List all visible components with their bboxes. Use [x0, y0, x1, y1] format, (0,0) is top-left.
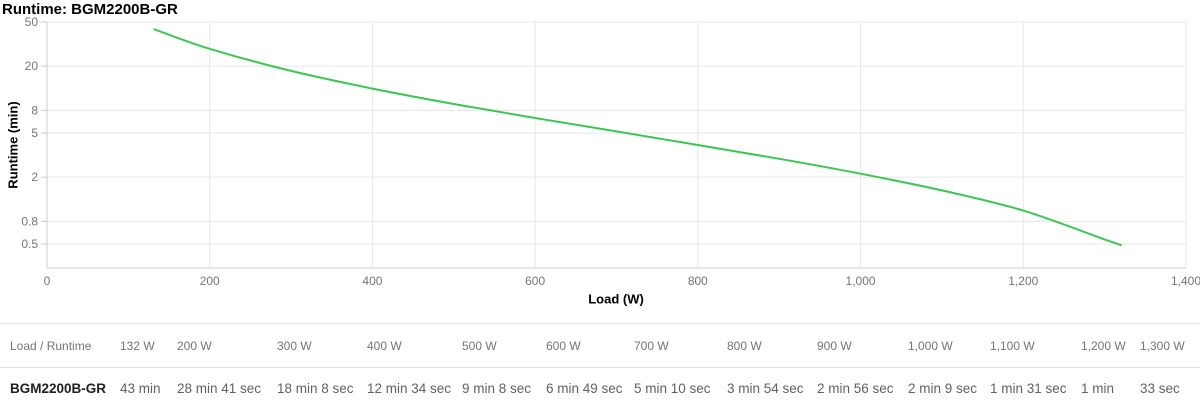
load-column-header: 700 W: [624, 323, 717, 368]
runtime-value-cell: 1 min 31 sec: [980, 367, 1071, 408]
corner-header: Load / Runtime: [0, 323, 110, 368]
x-tick-label: 400: [362, 274, 382, 288]
runtime-value-cell: 33 sec: [1130, 367, 1200, 408]
load-column-header: 200 W: [167, 323, 267, 368]
y-tick-label: 0.5: [21, 237, 38, 251]
runtime-line-chart-canvas: 50 20 8 5 2 0.8 0.5 0 200 400 600 800 1,000 1,200 1,40…: [21, 15, 1200, 288]
load-column-header: 600 W: [536, 323, 624, 368]
y-tick-label: 5: [31, 126, 38, 140]
y-tick-label: 2: [31, 170, 38, 184]
table-row: BGM2200B-GR 43 min 28 min 41 sec 18 min 8 s…: [0, 367, 1200, 408]
y-tick-label: 50: [25, 15, 39, 29]
runtime-value-cell: 1 min: [1071, 367, 1130, 408]
load-column-header: 900 W: [807, 323, 898, 368]
x-axis-title: Load (W): [588, 291, 644, 307]
x-tick-label: 600: [525, 274, 545, 288]
load-column-header: 1,100 W: [980, 323, 1071, 368]
load-column-header: 1,200 W: [1071, 323, 1130, 368]
runtime-value-cell: 9 min 8 sec: [452, 367, 536, 408]
runtime-value-cell: 3 min 54 sec: [717, 367, 807, 408]
chart-title: Runtime: BGM2200B-GR: [2, 1, 178, 18]
x-tick-label: 1,400: [1171, 274, 1200, 288]
load-column-header: 300 W: [267, 323, 357, 368]
load-column-header: 132 W: [110, 323, 167, 368]
y-tick-label: 20: [25, 59, 39, 73]
x-tick-label: 800: [688, 274, 708, 288]
runtime-value-cell: 18 min 8 sec: [267, 367, 357, 408]
runtime-value-cell: 6 min 49 sec: [536, 367, 624, 408]
runtime-chart: Runtime: BGM2200B-GR 50 20 8 5 2 0.8 0.5 0 200 40…: [2, 1, 1200, 307]
load-column-header: 800 W: [717, 323, 807, 368]
runtime-value-cell: 5 min 10 sec: [624, 367, 717, 408]
table-body: BGM2200B-GR 43 min 28 min 41 sec 18 min 8 s…: [0, 367, 1200, 408]
y-axis-title: Runtime (min): [5, 101, 21, 189]
x-tick-label: 1,200: [1008, 274, 1038, 288]
runtime-value-cell: 43 min: [110, 367, 167, 408]
x-tick-label: 1,000: [846, 274, 876, 288]
y-tick-label: 8: [31, 103, 38, 117]
x-tick-label: 0: [44, 274, 51, 288]
x-tick-label: 200: [200, 274, 220, 288]
load-column-header: 500 W: [452, 323, 536, 368]
runtime-curve: [153, 28, 1122, 246]
runtime-value-cell: 12 min 34 sec: [357, 367, 452, 408]
model-name-cell: BGM2200B-GR: [0, 367, 110, 408]
load-column-header: 1,300 W: [1130, 323, 1200, 368]
load-column-header: 1,000 W: [898, 323, 980, 368]
runtime-value-cell: 2 min 56 sec: [807, 367, 898, 408]
runtime-value-cell: 28 min 41 sec: [167, 367, 267, 408]
y-tick-label: 0.8: [21, 214, 38, 228]
runtime-value-cell: 2 min 9 sec: [898, 367, 980, 408]
load-column-header: 400 W: [357, 323, 452, 368]
